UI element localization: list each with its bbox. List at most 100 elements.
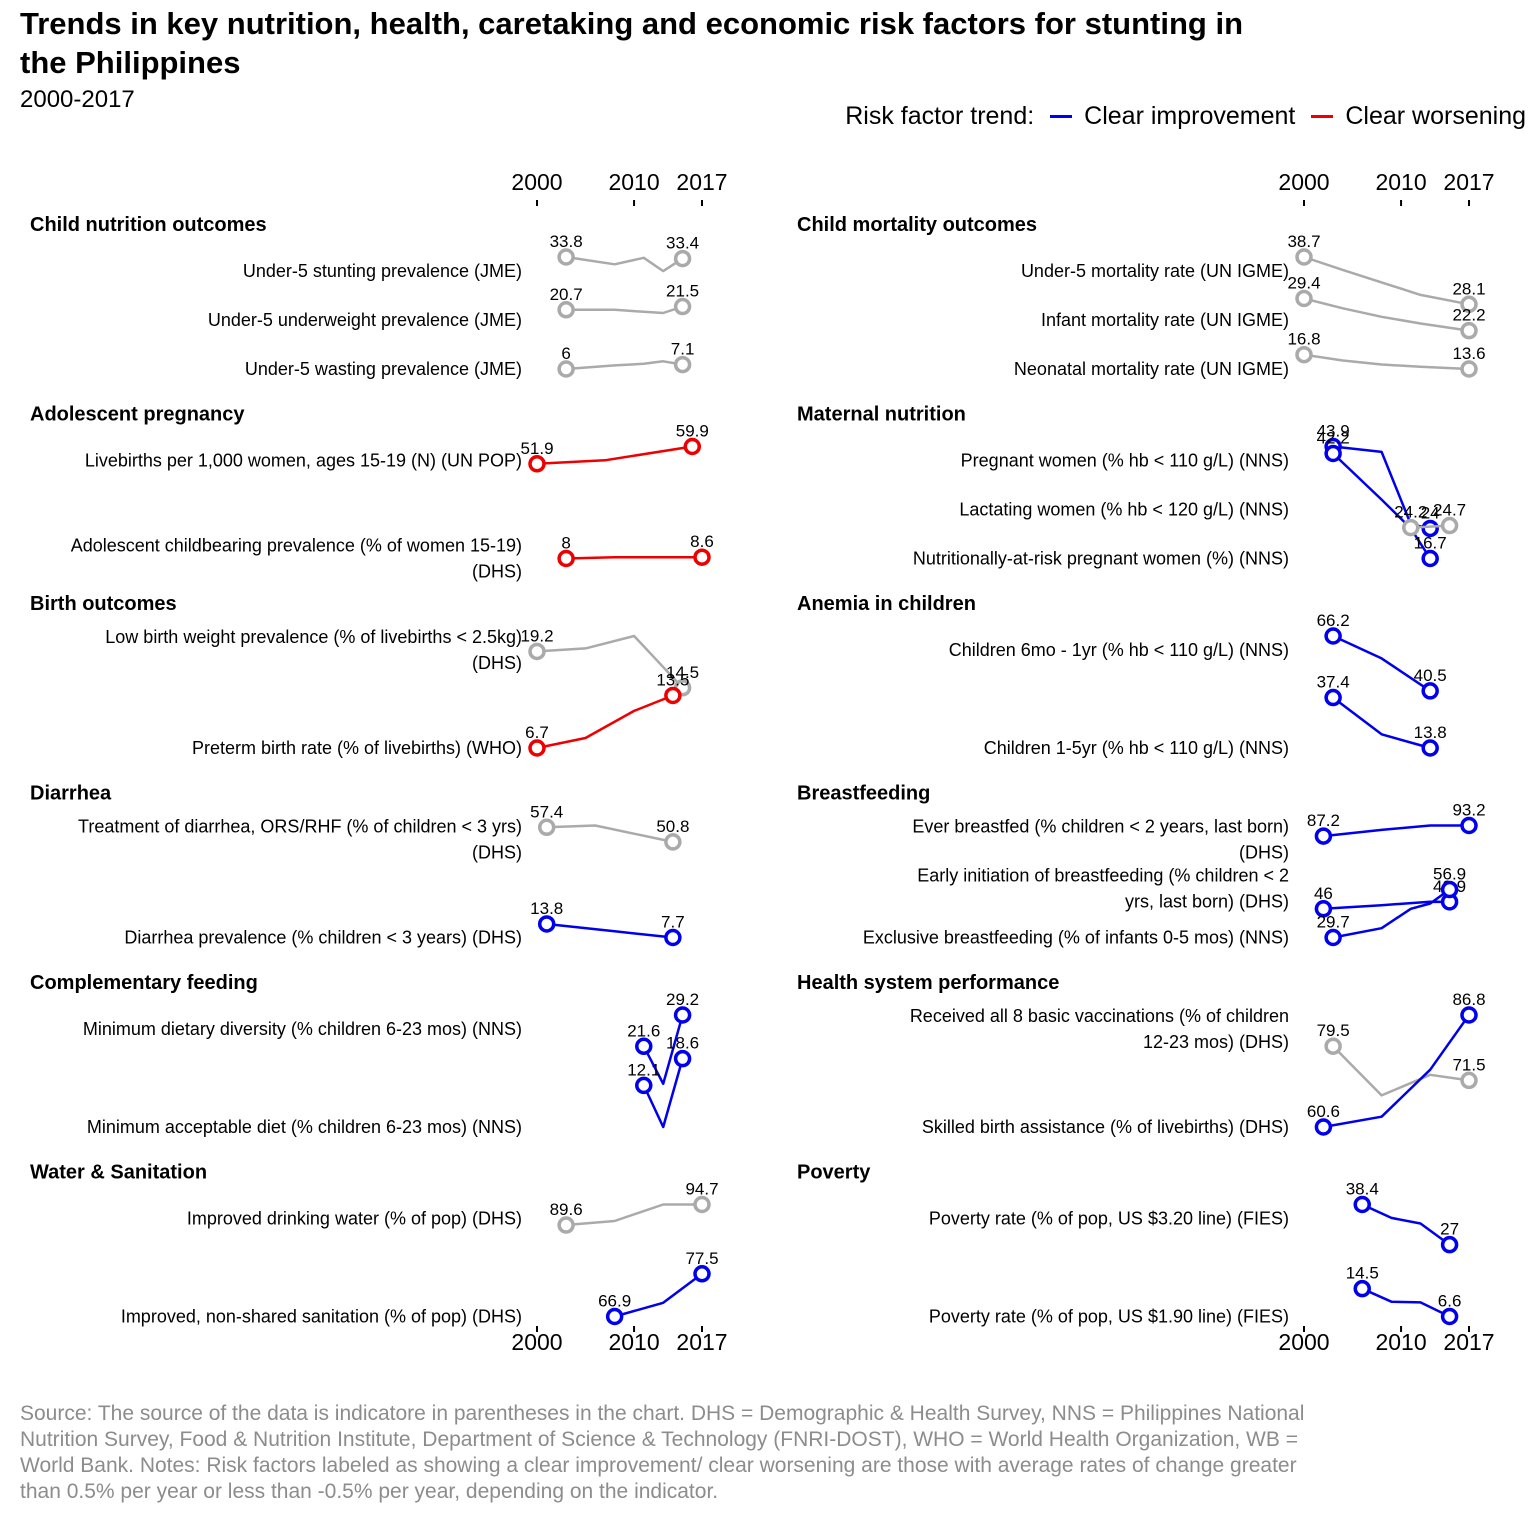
legend-label-improvement: Clear improvement [1084, 102, 1296, 130]
series-label: Poverty rate (% of pop, US $1.90 line) (… [929, 1307, 1289, 1327]
start-value-label: 38.4 [1346, 1180, 1379, 1199]
series-line [566, 555, 702, 560]
end-value-label: 77.5 [685, 1249, 718, 1268]
legend-key-improvement [1050, 115, 1073, 118]
panel-title: Diarrhea [30, 783, 112, 805]
start-point [557, 549, 575, 568]
end-value-label: 6.6 [1438, 1292, 1462, 1311]
end-point [1421, 549, 1439, 568]
end-point [1421, 739, 1439, 757]
series-line [566, 360, 683, 371]
end-value-label: 22.2 [1452, 306, 1485, 325]
series-label: Infant mortality rate (UN IGME) [1041, 310, 1289, 330]
series-label: Children 6mo - 1yr (% hb < 110 g/L) (NNS… [949, 640, 1289, 660]
end-value-label: 86.8 [1452, 990, 1485, 1009]
series-line [1323, 824, 1469, 838]
end-point [664, 833, 682, 851]
start-point [1402, 518, 1420, 537]
start-value-label: 38.7 [1287, 232, 1320, 251]
series-line [1332, 888, 1451, 939]
end-value-label: 18.6 [666, 1034, 699, 1053]
chart-title: Trends in key nutrition, health, caretak… [20, 6, 1244, 80]
end-point [673, 249, 692, 268]
start-value-label: 46 [1314, 884, 1333, 903]
start-value-label: 19.2 [520, 626, 553, 645]
series-line [536, 694, 674, 750]
series-line [614, 1272, 703, 1318]
end-value-label: 71.5 [1452, 1055, 1485, 1074]
panel-title: Poverty [797, 1162, 871, 1184]
end-point [1460, 816, 1478, 835]
series-label: Ever breastfed (% children < 2 years, la… [912, 817, 1289, 837]
start-value-label: 51.9 [520, 439, 553, 458]
end-value-label: 13.5 [656, 670, 689, 689]
series-label: Under-5 mortality rate (UN IGME) [1021, 261, 1289, 281]
start-point [557, 301, 575, 319]
series-label: Improved, non-shared sanitation (% of po… [121, 1307, 522, 1327]
end-value-label: 94.7 [685, 1180, 718, 1199]
series-label: Lactating women (% hb < 120 g/L) (NNS) [959, 500, 1289, 520]
end-point [1440, 1235, 1459, 1254]
series-label: Under-5 underweight prevalence (JME) [208, 310, 522, 330]
series-line [642, 1014, 684, 1086]
series-line [565, 255, 684, 273]
x-tick-label: 2000 [511, 1329, 562, 1355]
chart-subtitle: 2000-2017 [20, 86, 135, 113]
series-label: Treatment of diarrhea, ORS/RHF (% of chi… [78, 817, 522, 837]
start-value-label: 21.6 [627, 1021, 660, 1040]
start-point [557, 360, 575, 378]
end-point [683, 437, 702, 456]
start-value-label: 66.2 [1317, 611, 1350, 630]
end-point [1440, 880, 1459, 899]
end-value-label: 28.1 [1452, 279, 1485, 298]
series-label: (DHS) [472, 653, 522, 673]
legend: Risk factor trend: Clear improvement Cle… [845, 102, 1526, 131]
series-label: yrs, last born) (DHS) [1125, 892, 1289, 912]
start-value-label: 33.8 [550, 232, 583, 251]
start-point [1314, 827, 1333, 845]
series-label: Skilled birth assistance (% of livebirth… [922, 1117, 1289, 1137]
end-point [673, 1006, 692, 1024]
end-point [693, 1265, 711, 1283]
start-value-label: 37.4 [1317, 673, 1350, 692]
series-label: Minimum acceptable diet (% children 6-23… [87, 1117, 522, 1137]
series-label: Minimum dietary diversity (% children 6-… [83, 1019, 522, 1039]
end-value-label: 7.7 [661, 913, 685, 932]
end-point [1440, 516, 1459, 535]
start-value-label: 29.4 [1287, 273, 1320, 292]
series-label: Improved drinking water (% of pop) (DHS) [187, 1209, 522, 1229]
x-tick-label: 2010 [608, 1329, 659, 1355]
series-line [1332, 452, 1432, 560]
start-value-label: 12.1 [627, 1060, 660, 1079]
series-line [1361, 1287, 1451, 1318]
panel-title: Breastfeeding [797, 783, 930, 805]
end-point [673, 1049, 692, 1068]
start-point [528, 642, 546, 661]
series-label: Under-5 stunting prevalence (JME) [243, 261, 522, 281]
series-line [546, 824, 674, 844]
start-value-label: 87.2 [1307, 811, 1340, 830]
end-value-label: 13.8 [1414, 723, 1447, 742]
end-value-label: 27 [1440, 1220, 1459, 1239]
series-line [546, 922, 674, 939]
start-value-label: 16.8 [1287, 330, 1320, 349]
panel-title: Adolescent pregnancy [30, 404, 245, 426]
start-point [1314, 900, 1333, 918]
end-value-label: 59.9 [676, 422, 709, 441]
start-value-label: 20.7 [550, 285, 583, 304]
series-label: Early initiation of breastfeeding (% chi… [917, 866, 1289, 886]
legend-label-worsening: Clear worsening [1345, 102, 1526, 130]
end-point [693, 548, 711, 566]
start-point [1295, 248, 1313, 266]
series-label: 12-23 mos) (DHS) [1143, 1032, 1289, 1052]
start-value-label: 42.2 [1317, 429, 1350, 448]
series-label: Under-5 wasting prevalence (JME) [245, 359, 522, 379]
start-point [1295, 345, 1313, 364]
end-point [1421, 519, 1439, 538]
end-point [1460, 295, 1478, 314]
start-value-label: 60.6 [1307, 1102, 1340, 1121]
start-point [1353, 1195, 1371, 1214]
series-line [1361, 1203, 1451, 1246]
series-label: Adolescent childbearing prevalence (% of… [71, 536, 522, 556]
start-value-label: 6.7 [525, 723, 549, 742]
